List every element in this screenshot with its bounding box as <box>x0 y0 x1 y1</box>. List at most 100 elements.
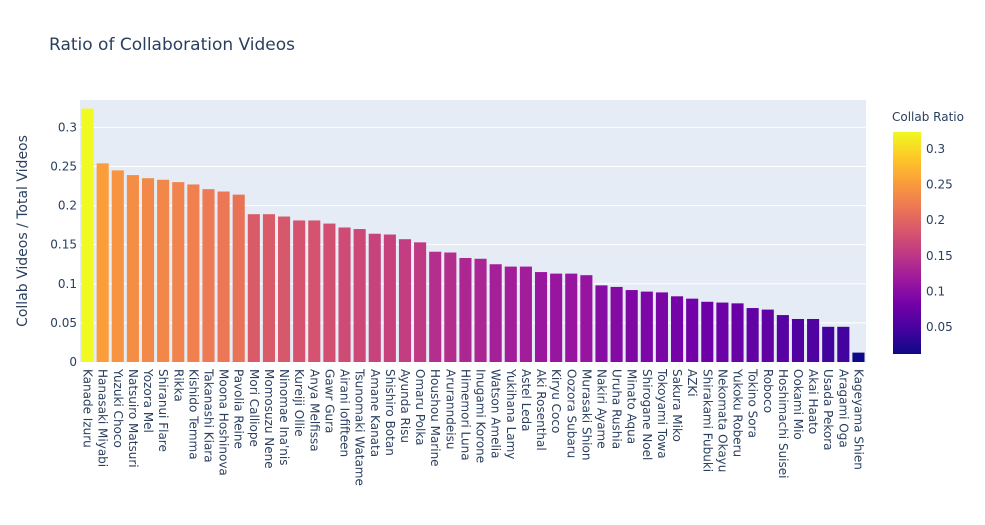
x-tick-label: Omaru Polka <box>413 369 427 445</box>
bars <box>81 108 865 362</box>
bar <box>308 220 321 362</box>
bar <box>217 191 230 362</box>
bar <box>81 108 94 362</box>
y-tick-label: 0.25 <box>50 159 77 173</box>
bar <box>141 178 155 362</box>
x-tick-label: Yukoku Roberu <box>731 368 745 457</box>
x-tick-label: Inugami Korone <box>474 369 488 463</box>
x-tick-label: Aragami Oga <box>836 369 850 448</box>
x-tick-label: Himemori Luna <box>458 369 472 461</box>
bar <box>353 229 366 362</box>
bar <box>111 170 124 362</box>
y-tick-label: 0 <box>69 355 77 369</box>
bar <box>444 252 457 362</box>
bar <box>746 308 759 362</box>
x-tick-label: Nakiri Ayame <box>594 369 608 449</box>
chart-title: Ratio of Collaboration Videos <box>49 35 295 55</box>
bar <box>383 234 396 362</box>
bar <box>368 233 381 362</box>
x-tick-label: Yozora Mel <box>141 368 155 433</box>
y-tick-label: 0.2 <box>58 199 77 213</box>
bar <box>625 290 638 362</box>
x-tick-label: Rikka <box>171 369 185 402</box>
bar <box>776 315 789 362</box>
x-tick-label: Roboco <box>761 369 775 413</box>
x-tick-label: Oozora Subaru <box>564 369 578 458</box>
bar <box>852 352 865 362</box>
x-tick-label: Hoshimachi Suisei <box>776 369 790 478</box>
bar <box>837 326 850 362</box>
bar <box>519 266 532 362</box>
bar <box>459 257 472 362</box>
x-tick-label: Tsunomaki Watame <box>353 368 367 486</box>
x-tick-label: Kiryu Coco <box>549 369 563 433</box>
bar <box>157 179 170 362</box>
x-tick-label: Shishiro Botan <box>383 369 397 456</box>
bar <box>610 286 623 362</box>
x-tick-label: Shiranui Flare <box>156 369 170 452</box>
bar <box>187 184 200 362</box>
x-tick-label: Shirogane Noel <box>640 369 654 460</box>
x-tick-label: Aki Rosenthal <box>534 369 548 451</box>
bar <box>323 223 336 362</box>
x-tick-label: Takanashi Kiara <box>201 368 215 463</box>
bar <box>595 285 608 362</box>
x-tick-label: Mori Calliope <box>247 369 261 447</box>
bar <box>550 273 563 362</box>
bar <box>172 182 185 362</box>
colorbar-tick-label: 0.05 <box>926 320 953 334</box>
bar <box>565 273 578 362</box>
x-tick-label: Ookami Mio <box>791 369 805 440</box>
x-tick-label: Houshou Marine <box>428 369 442 467</box>
colorbar-tick-label: 0.2 <box>926 213 945 227</box>
x-tick-label: Yukihana Lamy <box>504 368 518 459</box>
x-tick-label: Kageyama Shien <box>851 369 865 470</box>
colorbar-tick-label: 0.15 <box>926 249 953 263</box>
bar <box>731 303 744 362</box>
bar <box>580 275 593 362</box>
x-tick-label: Hanasaki Miyabi <box>96 369 110 467</box>
bar <box>278 216 291 362</box>
bar <box>232 194 245 362</box>
x-tick-label: Kishido Temma <box>186 369 200 460</box>
x-tick-label: Murasaki Shion <box>579 369 593 460</box>
x-tick-label: Ayunda Risu <box>398 369 412 443</box>
x-tick-label: AZKi <box>685 369 699 397</box>
x-tick-label: Amane Kanata <box>368 369 382 457</box>
bar <box>791 318 805 362</box>
x-tick-label: Nekomata Okayu <box>715 369 729 472</box>
x-tick-label: Shirakami Fubuki <box>700 369 714 472</box>
bar <box>398 239 412 362</box>
y-tick-label: 0.15 <box>50 238 77 252</box>
y-tick-label: 0.05 <box>50 316 77 330</box>
bar <box>474 258 487 362</box>
x-tick-label: Moona Hoshinova <box>217 369 231 476</box>
x-tick-label: Tokino Sora <box>746 368 760 438</box>
bar <box>640 291 653 362</box>
x-tick-label: Uruha Rushia <box>610 369 624 449</box>
x-tick-label: Watson Amelia <box>489 369 503 458</box>
bar <box>807 318 820 362</box>
colorbar <box>893 132 921 354</box>
x-tick-label: Aruranndeisu <box>443 369 457 449</box>
bar <box>338 227 351 362</box>
x-tick-label: Pavolia Reine <box>232 369 246 449</box>
y-tick-label: 0.1 <box>58 277 77 291</box>
bar <box>504 266 517 362</box>
x-tick-label: Airani Iofifteen <box>338 369 352 457</box>
colorbar-tick-label: 0.3 <box>926 142 945 156</box>
x-tick-label: Minato Aqua <box>625 369 639 444</box>
y-axis-title: Collab Videos / Total Videos <box>15 135 31 327</box>
y-tick-labels: 0 0.05 0.1 0.15 0.2 0.25 0.3 <box>50 120 77 369</box>
bar <box>489 264 502 362</box>
x-tick-label: Astel Leda <box>519 369 533 432</box>
bar <box>655 292 668 362</box>
bar <box>671 296 684 362</box>
colorbar-tick-labels: 0.05 0.1 0.15 0.2 0.25 0.3 <box>926 142 953 334</box>
bar <box>686 298 699 362</box>
bar <box>262 214 275 362</box>
bar <box>126 175 139 362</box>
bar <box>429 251 442 362</box>
x-tick-label: Kanade Izuru <box>81 369 95 448</box>
